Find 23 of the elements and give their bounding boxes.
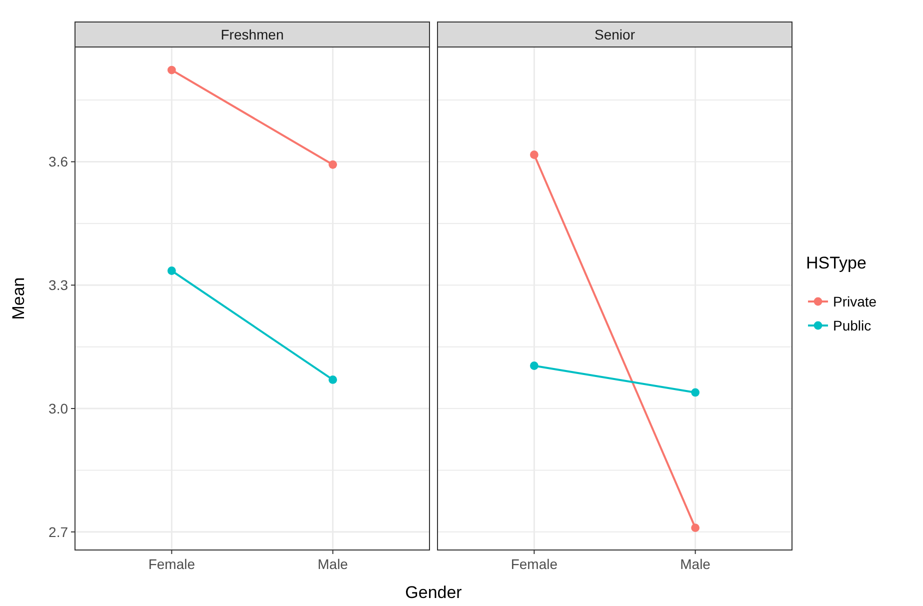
point [167, 66, 176, 74]
point [530, 362, 538, 370]
x-tick-label: Female [148, 556, 196, 572]
y-tick-label: 3.0 [48, 400, 68, 417]
point [167, 266, 176, 275]
y-tick-label: 3.6 [48, 154, 68, 170]
x-tick-label: Female [510, 556, 558, 572]
legend-label: Public [833, 318, 872, 334]
y-axis-title: Mean [9, 277, 28, 320]
y-tick-label: 3.3 [48, 277, 68, 294]
chart-title: Senior [594, 26, 636, 42]
chart-title: Freshmen [220, 26, 284, 42]
point [328, 160, 338, 169]
x-axis-title: Gender [405, 583, 462, 602]
x-tick-label: Male [318, 556, 348, 572]
x-tick-label: Male [680, 556, 711, 572]
point [530, 150, 538, 159]
y-tick-label: 2.7 [48, 524, 68, 540]
point [328, 376, 338, 384]
point [691, 388, 700, 397]
legend-title: HSType [806, 254, 866, 272]
legend-label: Private [833, 294, 877, 310]
point [691, 524, 700, 532]
